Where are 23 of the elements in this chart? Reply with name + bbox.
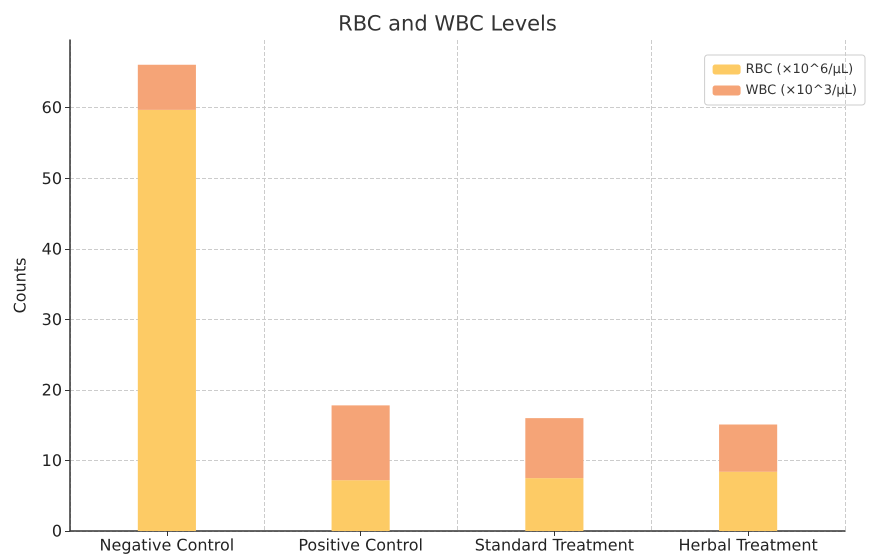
legend-label: RBC (×10^6/μL) xyxy=(746,62,854,77)
bar xyxy=(719,424,778,472)
bar xyxy=(138,64,196,110)
x-tick-label: Negative Control xyxy=(100,536,234,554)
bar xyxy=(525,478,584,531)
chart-title: RBC and WBC Levels xyxy=(338,12,557,36)
bar xyxy=(332,405,390,480)
x-tick-label: Positive Control xyxy=(298,536,423,554)
bar xyxy=(332,480,390,531)
y-tick-label: 60 xyxy=(42,98,62,118)
y-tick-label: 30 xyxy=(42,310,62,329)
bar xyxy=(719,472,778,531)
bar xyxy=(525,418,584,478)
y-tick-label: 50 xyxy=(42,168,62,188)
x-tick-label: Standard Treatment xyxy=(474,536,634,554)
y-tick-label: 10 xyxy=(42,450,62,470)
y-tick-label: 40 xyxy=(42,239,62,258)
y-axis-title: Counts xyxy=(10,258,30,314)
bar xyxy=(138,110,196,531)
y-tick-label: 0 xyxy=(52,522,62,540)
legend-label: WBC (×10^3/μL) xyxy=(746,83,857,98)
x-tick-label: Herbal Treatment xyxy=(678,536,818,554)
y-tick-label: 20 xyxy=(42,380,62,400)
